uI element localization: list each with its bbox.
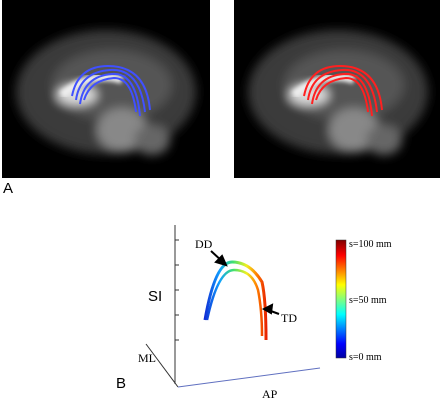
panel-a: A: [2, 0, 440, 197]
colorbar: [335, 239, 347, 359]
brain-image-right: [234, 0, 440, 178]
tract-red: [303, 64, 383, 117]
arrows: [210, 250, 280, 315]
tract-curve: [205, 268, 264, 337]
axes: [145, 225, 321, 388]
brain-image-left: [2, 0, 210, 178]
panel-b: DD TD SI ML AP s=100 mm s=50 mm s=0 mm B: [116, 225, 392, 401]
tract-blue: [71, 64, 151, 117]
colorbar-label: s=100 mm: [349, 239, 392, 250]
annotation: DD: [195, 237, 213, 251]
annotation: TD: [281, 311, 297, 325]
tract-curve: [203, 260, 268, 341]
colorbar-label: s=0 mm: [349, 352, 382, 363]
panel-label: A: [3, 180, 13, 197]
axis-label: ML: [138, 351, 156, 365]
panel-label: B: [116, 375, 126, 392]
axis-label: AP: [262, 387, 278, 401]
colorbar-label: s=50 mm: [349, 295, 387, 306]
axis-label: SI: [148, 288, 162, 305]
